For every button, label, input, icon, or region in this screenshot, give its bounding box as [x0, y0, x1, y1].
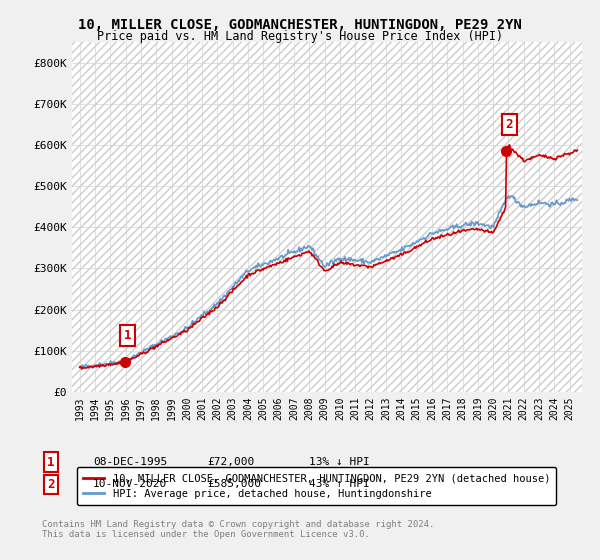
Text: 13% ↓ HPI: 13% ↓ HPI [309, 457, 370, 467]
Text: £585,000: £585,000 [207, 479, 261, 489]
Text: 1: 1 [124, 329, 131, 342]
Text: £72,000: £72,000 [207, 457, 254, 467]
Text: 2: 2 [47, 478, 55, 491]
Text: 1: 1 [47, 455, 55, 469]
Text: 43% ↑ HPI: 43% ↑ HPI [309, 479, 370, 489]
Text: Price paid vs. HM Land Registry's House Price Index (HPI): Price paid vs. HM Land Registry's House … [97, 30, 503, 43]
Text: Contains HM Land Registry data © Crown copyright and database right 2024.
This d: Contains HM Land Registry data © Crown c… [42, 520, 434, 539]
Text: 10, MILLER CLOSE, GODMANCHESTER, HUNTINGDON, PE29 2YN: 10, MILLER CLOSE, GODMANCHESTER, HUNTING… [78, 18, 522, 32]
Text: 08-DEC-1995: 08-DEC-1995 [93, 457, 167, 467]
Text: 2: 2 [506, 118, 513, 131]
Legend: 10, MILLER CLOSE, GODMANCHESTER, HUNTINGDON, PE29 2YN (detached house), HPI: Ave: 10, MILLER CLOSE, GODMANCHESTER, HUNTING… [77, 467, 556, 505]
Text: 10-NOV-2020: 10-NOV-2020 [93, 479, 167, 489]
